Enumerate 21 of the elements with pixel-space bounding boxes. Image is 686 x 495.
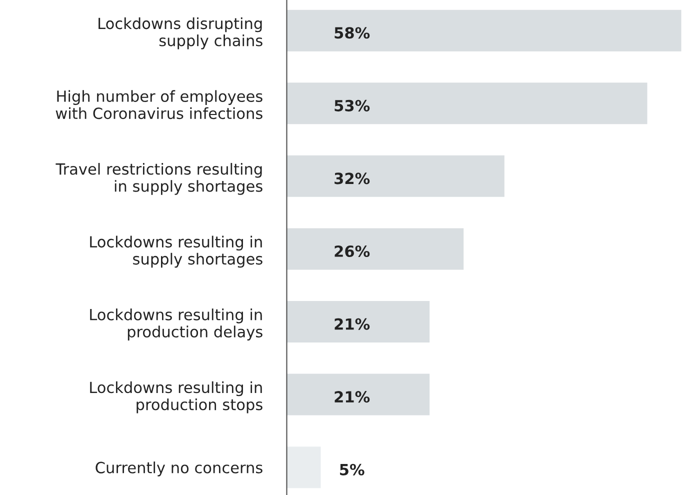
bar bbox=[286, 10, 682, 52]
y-tick-label: Currently no concerns bbox=[96, 462, 262, 476]
data-label: 21% bbox=[334, 318, 370, 330]
bar bbox=[286, 228, 464, 270]
bar bbox=[286, 82, 648, 124]
y-tick-label: Lockdowns disrupting supply chains bbox=[98, 17, 262, 50]
bar bbox=[286, 155, 504, 197]
data-label: 32% bbox=[334, 172, 370, 184]
y-tick-label: Lockdowns resulting in production delays bbox=[90, 308, 262, 340]
y-tick-label: Lockdowns resulting in supply shortages bbox=[90, 236, 262, 268]
y-tick-label: Travel restrictions resulting in supply shortages bbox=[56, 162, 262, 195]
data-label: 5% bbox=[340, 464, 364, 476]
y-tick-label: High number of employees with Coronavirus infections bbox=[56, 90, 262, 120]
data-label: 26% bbox=[334, 245, 370, 258]
bar bbox=[286, 446, 321, 488]
y-tick-label: Lockdowns resulting in production stops bbox=[90, 381, 262, 414]
bar bbox=[286, 374, 430, 416]
data-label: 21% bbox=[334, 391, 370, 403]
bar bbox=[286, 301, 430, 342]
data-label: 53% bbox=[334, 100, 370, 112]
data-label: 58% bbox=[334, 27, 370, 39]
